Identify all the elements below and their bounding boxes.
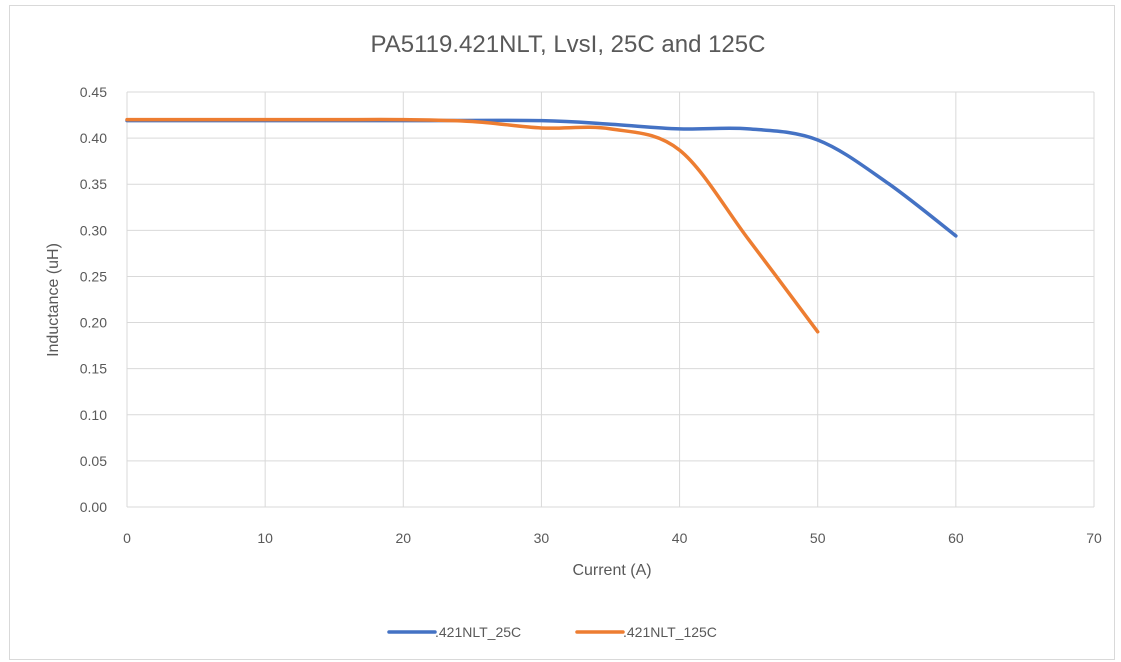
- x-tick-label: 70: [1086, 530, 1102, 546]
- y-tick-label: 0.45: [80, 84, 107, 100]
- chart-area: [9, 5, 1115, 660]
- y-tick-label: 0.00: [80, 499, 107, 515]
- y-tick-label: 0.20: [80, 315, 107, 331]
- x-tick-label: 60: [948, 530, 964, 546]
- y-tick-label: 0.05: [80, 453, 107, 469]
- x-tick-label: 40: [672, 530, 688, 546]
- legend-label: .421NLT_125C: [623, 624, 717, 640]
- y-tick-label: 0.25: [80, 268, 107, 284]
- series-lines: [125, 117, 958, 334]
- y-axis-title: Inductance (uH): [45, 243, 62, 357]
- x-tick-label: 30: [534, 530, 550, 546]
- x-tick-label: 0: [123, 530, 131, 546]
- x-axis-title: Current (A): [572, 562, 651, 579]
- x-tick-label: 10: [257, 530, 273, 546]
- gridlines: [126, 91, 1095, 508]
- chart-title: PA5119.421NLT, LvsI, 25C and 125C: [371, 31, 766, 58]
- x-tick-label: 50: [810, 530, 826, 546]
- y-tick-label: 0.35: [80, 176, 107, 192]
- y-tick-label: 0.30: [80, 222, 107, 238]
- y-tick-label: 0.10: [80, 407, 107, 423]
- axes: 0.00 0.05 0.10 0.15 0.20 0.25 0.30 0.35 0.40 0.45…: [80, 84, 1102, 546]
- legend: .421NLT_25C .421NLT_125C: [387, 624, 717, 640]
- series-line-1: [125, 117, 820, 334]
- legend-label: .421NLT_25C: [435, 624, 521, 640]
- x-tick-label: 20: [395, 530, 411, 546]
- y-tick-label: 0.15: [80, 361, 107, 377]
- y-tick-label: 0.40: [80, 130, 107, 146]
